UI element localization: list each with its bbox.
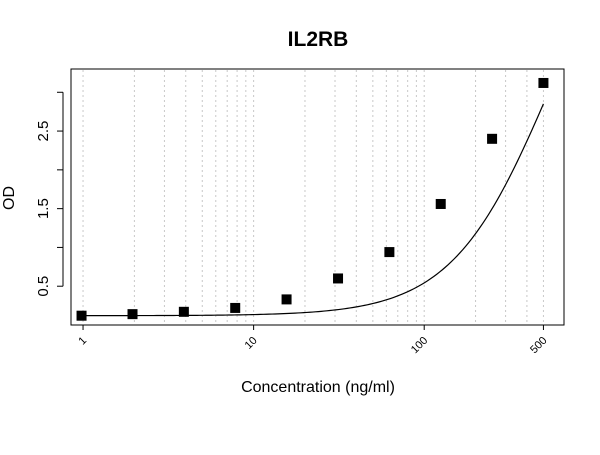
data-point [76, 310, 87, 321]
data-point [384, 247, 395, 258]
data-point [487, 133, 498, 144]
chart-title: IL2RB [288, 28, 349, 51]
x-tick-label: 100 [409, 335, 430, 356]
y-axis-label: OD [1, 186, 18, 210]
x-axis: 1 10 100 500 [76, 325, 550, 356]
y-tick-label: 0.5 [35, 276, 52, 297]
y-axis: 0.5 1.5 2.5 [35, 91, 64, 297]
data-point [333, 273, 344, 284]
data-point [281, 294, 292, 305]
x-tick-label: 500 [528, 335, 549, 356]
y-tick-label: 2.5 [35, 121, 52, 142]
x-axis-label: Concentration (ng/ml) [241, 379, 395, 396]
data-point [127, 309, 138, 320]
x-tick-label: 1 [76, 335, 89, 348]
x-tick-label: 10 [243, 335, 260, 352]
data-point [538, 77, 549, 88]
y-tick-label: 1.5 [35, 198, 52, 219]
plot-frame [70, 68, 565, 326]
data-point [178, 306, 189, 317]
fit-curve [81, 103, 544, 317]
data-points [76, 77, 549, 321]
grid-layer [82, 70, 544, 324]
data-point [435, 198, 446, 209]
data-point [230, 302, 241, 313]
